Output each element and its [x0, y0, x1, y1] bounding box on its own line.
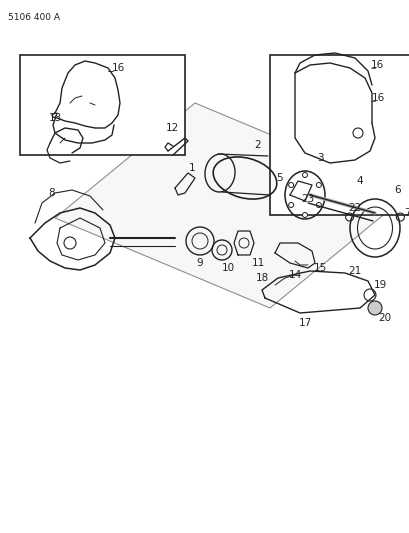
- Circle shape: [316, 182, 321, 188]
- Text: 2: 2: [254, 140, 261, 150]
- Text: 23: 23: [301, 194, 314, 204]
- Text: 21: 21: [348, 266, 361, 276]
- Text: 1: 1: [188, 163, 195, 173]
- Circle shape: [288, 203, 293, 207]
- Circle shape: [288, 182, 293, 188]
- Text: 22: 22: [348, 203, 361, 213]
- Text: 9: 9: [196, 258, 203, 268]
- Text: 16: 16: [369, 60, 383, 70]
- Text: 16: 16: [371, 93, 384, 103]
- Text: 12: 12: [165, 123, 178, 133]
- Text: 19: 19: [373, 280, 386, 290]
- Text: 6: 6: [394, 185, 400, 195]
- Text: 11: 11: [251, 258, 264, 268]
- Circle shape: [302, 213, 307, 217]
- Bar: [270, 55, 409, 215]
- Text: 14: 14: [288, 270, 301, 280]
- Text: 13: 13: [48, 113, 61, 123]
- Circle shape: [367, 301, 381, 315]
- Text: 4: 4: [356, 176, 362, 186]
- Text: 16: 16: [111, 63, 124, 73]
- Text: 5106 400 A: 5106 400 A: [8, 13, 60, 22]
- Text: 3: 3: [316, 153, 323, 163]
- Text: 8: 8: [49, 188, 55, 198]
- Text: 18: 18: [255, 273, 268, 283]
- Text: 20: 20: [378, 313, 391, 323]
- Text: 5: 5: [276, 173, 283, 183]
- Circle shape: [302, 173, 307, 177]
- Text: 10: 10: [221, 263, 234, 273]
- Text: 7: 7: [403, 208, 409, 218]
- Bar: [20, 55, 184, 155]
- Polygon shape: [55, 103, 409, 308]
- Text: 15: 15: [312, 263, 326, 273]
- Text: 17: 17: [298, 318, 311, 328]
- Circle shape: [316, 203, 321, 207]
